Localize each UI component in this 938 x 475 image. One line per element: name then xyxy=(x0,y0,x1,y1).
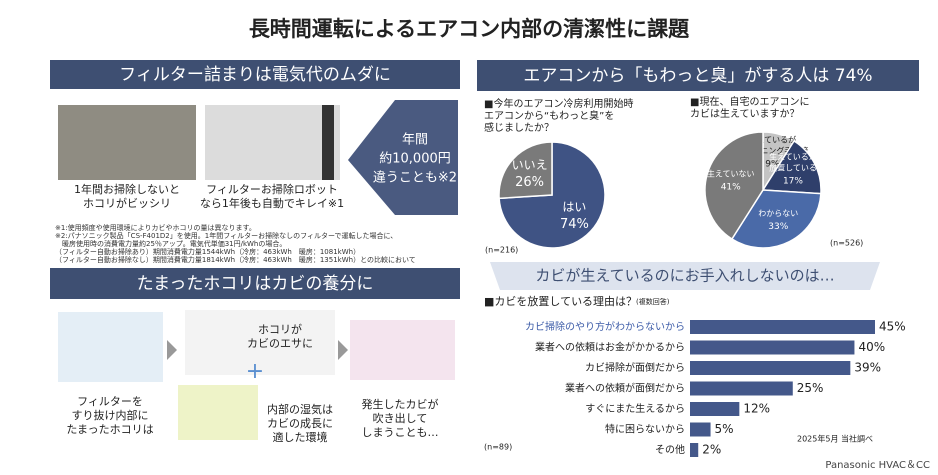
photo-caption: なら1年後も自動でキレイ※1 xyxy=(200,196,344,210)
slice-value: 26% xyxy=(515,175,544,190)
step-text: カビの成長に xyxy=(267,417,333,430)
banner: カビが生えているのにお手入れしないのは… xyxy=(535,267,834,285)
step-illustration xyxy=(178,385,258,440)
bar xyxy=(690,320,875,334)
bar-title: ■カビを放置している理由は？ xyxy=(484,294,637,308)
callout-text: 年間 xyxy=(402,133,428,148)
step-illustration xyxy=(185,310,335,375)
bar-category: 業者への依頼が面倒だから xyxy=(565,382,685,395)
section-heading: フィルター詰まりは電気代のムダに xyxy=(119,65,391,85)
step-illustration xyxy=(58,312,163,382)
slice-label: 生えているが xyxy=(749,135,797,145)
slice-label: 放置している xyxy=(769,163,817,173)
callout-text: 約10,000円 xyxy=(379,152,451,167)
bar-category: カビ掃除が面倒だから xyxy=(585,361,685,374)
section-header xyxy=(477,60,919,91)
step-text: カビのエサに xyxy=(247,337,313,350)
photo-caption: フィルターお掃除ロボット xyxy=(206,182,338,196)
section-heading: エアコンから「もわっと臭」がする人は 74% xyxy=(523,66,872,86)
banner-shape xyxy=(490,262,880,290)
footnote: ※1:使用頻度や使用環境によりカビやホコリの量は異なります。 xyxy=(55,223,256,232)
question: ■現在、自宅のエアコンに xyxy=(690,95,809,108)
pie-slice xyxy=(704,131,764,241)
step-text: 吹き出して xyxy=(373,411,428,425)
step-text: 適した環境 xyxy=(273,430,328,444)
footnote: 暖房使用時の消費電力量約25％アップ。電気代単価31円/kWhの場合。 xyxy=(55,239,286,248)
clean-filter-photo xyxy=(205,105,340,180)
slice-value: 33% xyxy=(768,222,788,232)
photo-caption: 1年間お掃除しないと xyxy=(74,182,180,196)
section-heading: たまったホコリはカビの養分に xyxy=(137,274,374,294)
step-text: すり抜け内部に xyxy=(72,408,149,422)
arrow xyxy=(167,340,177,360)
step-text: ホコリが xyxy=(258,322,302,336)
step-text: フィルターを xyxy=(77,395,143,408)
bar-category: その他 xyxy=(655,443,685,456)
sample-size: (n=526) xyxy=(830,239,863,248)
step-illustration xyxy=(350,320,455,380)
slice-value: 9% xyxy=(765,160,780,170)
question: エアコンから“もわっと臭”を xyxy=(484,109,614,122)
bar-value: 45% xyxy=(879,320,906,334)
bar-value: 5% xyxy=(715,422,734,436)
bar-value: 40% xyxy=(858,340,885,354)
dirty-filter-photo xyxy=(58,105,196,180)
slice-value: 17% xyxy=(783,177,803,187)
bar xyxy=(690,402,740,416)
bar-note: (複数回答) xyxy=(636,297,670,306)
bar-category: 業者への依頼はお金がかかるから xyxy=(535,341,685,354)
callout-text: 違うことも※2 xyxy=(373,171,457,186)
pie-slice xyxy=(498,141,553,200)
step-text: 発生したカビが xyxy=(362,397,439,411)
slice-label: わからない xyxy=(758,209,798,218)
footer: Panasonic HVAC＆CC xyxy=(825,460,930,471)
slice-label: 生えていない xyxy=(707,169,755,179)
page-title: 長時間運転によるエアコン内部の清潔性に課題 xyxy=(249,17,690,41)
sample-size: (n=216) xyxy=(485,246,518,255)
slice-label: 生えているが xyxy=(769,152,817,162)
bar-category: 特に困らないから xyxy=(605,424,685,436)
question: ■今年のエアコン冷房利用開始時 xyxy=(484,97,633,110)
pie-slice xyxy=(761,139,822,195)
bar-category: すぐにまた生えるから xyxy=(585,402,685,415)
footnote: （フィルター自動お掃除なし）期間消費電力量1814kWh（冷房：463kWh 暖… xyxy=(55,255,416,264)
slice-label: はい xyxy=(562,200,586,214)
question: カビは生えていますか？ xyxy=(690,107,800,120)
arrow xyxy=(338,340,348,360)
photo-caption: ホコリがビッシリ xyxy=(83,196,171,210)
question: 感じましたか？ xyxy=(484,121,554,134)
bar-value: 25% xyxy=(797,381,824,395)
section-header xyxy=(50,60,460,89)
footnote: ※2:パナソニック製品「CS-F401D2」を使用。1年間フィルターお掃除なしの… xyxy=(55,231,397,240)
filter-frame xyxy=(322,105,334,180)
slice-label: クリーニング手配済 xyxy=(736,146,808,156)
plus-sign: + xyxy=(246,359,264,384)
bar xyxy=(690,422,711,437)
slice-label: いいえ xyxy=(512,158,548,172)
section-header xyxy=(50,268,460,299)
sample-size: (n=89) xyxy=(484,443,512,452)
bar xyxy=(690,340,855,355)
step-text: しまうことも… xyxy=(362,426,439,439)
slice-value: 74% xyxy=(560,217,589,232)
bar xyxy=(690,443,699,457)
bar-category: カビ掃除のやり方がわからないから xyxy=(525,320,685,333)
bar xyxy=(690,361,851,375)
bar-value: 39% xyxy=(854,361,881,375)
bar-value: 2% xyxy=(702,443,721,457)
bar-value: 12% xyxy=(743,402,770,416)
step-text: 内部の湿気は xyxy=(267,402,333,416)
callout-shape xyxy=(348,100,458,215)
slice-value: 41% xyxy=(721,183,741,193)
bar xyxy=(690,381,793,396)
step-text: たまったホコリは xyxy=(66,423,153,436)
footnote: （フィルター自動お掃除あり）期間消費電力量1544kWh（冷房：463kWh 暖… xyxy=(55,247,360,256)
source: 2025年5月 当社調べ xyxy=(797,434,873,444)
